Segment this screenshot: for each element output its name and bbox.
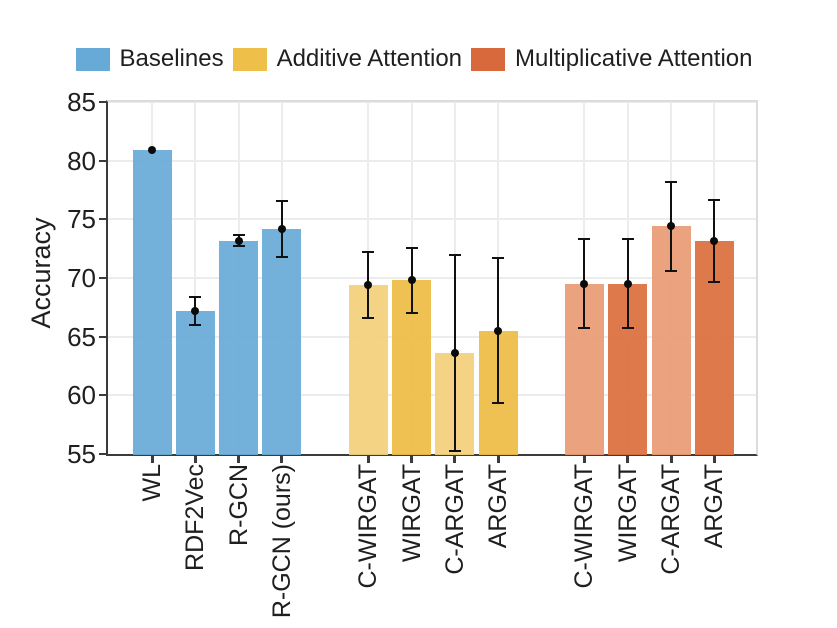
- mean-dot: [710, 236, 719, 245]
- error-bar-cap-bottom: [665, 269, 677, 272]
- legend-label: Baselines: [119, 45, 224, 72]
- x-axis-tick: [366, 456, 370, 463]
- mean-dot: [191, 306, 200, 315]
- x-tick-label: WL: [138, 464, 166, 502]
- legend-item: Baselines: [75, 45, 224, 73]
- error-bar-cap-top: [492, 257, 505, 260]
- x-tick-label: C-WIRGAT: [570, 464, 599, 589]
- error-bar-cap-top: [232, 233, 245, 236]
- mean-dot: [494, 326, 503, 335]
- error-bar-cap-top: [189, 295, 202, 298]
- x-tick-label: C-ARGAT: [440, 464, 469, 575]
- error-bar-cap-top: [275, 199, 288, 202]
- x-axis-tick: [669, 456, 673, 463]
- x-axis-tick: [453, 456, 457, 463]
- y-tick-label: 75: [67, 204, 96, 235]
- x-axis-tick: [150, 456, 154, 463]
- y-axis-tick: [99, 218, 106, 221]
- plot-area: [106, 100, 758, 456]
- x-tick-label: WIRGAT: [397, 464, 426, 563]
- mean-dot: [580, 279, 589, 288]
- error-bar-cap-top: [665, 180, 677, 183]
- x-axis-tick: [237, 456, 241, 463]
- grid-line-v: [194, 100, 197, 456]
- y-tick-label: 70: [67, 263, 96, 293]
- grid-line-h: [106, 277, 758, 279]
- grid-line-h: [106, 394, 758, 397]
- error-bar-cap-bottom: [708, 280, 721, 283]
- mean-dot: [450, 348, 459, 357]
- bar: [132, 150, 172, 455]
- y-axis-tick: [99, 159, 106, 162]
- x-tick-label: WIRGAT: [613, 464, 642, 563]
- error-bar-cap-bottom: [405, 312, 418, 315]
- x-tick-label: C-ARGAT: [657, 464, 685, 575]
- y-axis-tick: [99, 101, 106, 104]
- legend-label: Multiplicative Attention: [515, 45, 753, 72]
- x-tick-label: RDF2Vec: [181, 464, 210, 571]
- error-bar-cap-bottom: [578, 327, 591, 330]
- mean-dot: [148, 146, 156, 155]
- x-tick-label: ARGAT: [700, 464, 729, 549]
- mean-dot: [277, 224, 286, 233]
- error-bar-cap-bottom: [232, 245, 245, 248]
- bar: [219, 240, 259, 455]
- x-tick-label: C-WIRGAT: [354, 464, 383, 589]
- grid-line-h: [106, 159, 758, 162]
- y-axis-tick: [99, 277, 106, 279]
- legend-swatch-icon: [471, 47, 506, 71]
- mean-dot: [623, 279, 632, 288]
- y-tick-label: 65: [67, 321, 96, 352]
- legend-item: Multiplicative Attention: [471, 45, 753, 73]
- error-bar-cap-top: [405, 246, 418, 249]
- grid-line-h: [106, 335, 758, 338]
- error-bar-cap-top: [621, 238, 634, 241]
- x-axis-tick: [626, 456, 630, 463]
- y-tick-label: 55: [67, 438, 96, 469]
- y-tick-label: 85: [67, 87, 96, 118]
- error-bar-cap-bottom: [189, 323, 202, 326]
- y-tick-label: 80: [67, 145, 96, 176]
- chart-legend: Baselines Additive Attention Multiplicativ…: [0, 44, 837, 74]
- mean-dot: [234, 236, 243, 245]
- error-bar-cap-top: [362, 251, 375, 254]
- x-axis-tick: [496, 456, 500, 463]
- mean-dot: [667, 222, 675, 231]
- grid-line-h: [106, 218, 758, 221]
- x-tick-label: R-GCN (ours): [267, 464, 296, 619]
- bar: [262, 228, 302, 455]
- x-axis-tick: [712, 456, 716, 463]
- x-axis-tick: [582, 456, 586, 463]
- y-axis-tick: [99, 335, 106, 338]
- error-bar-cap-bottom: [275, 255, 288, 258]
- legend-swatch-icon: [232, 47, 267, 71]
- grid-line-h: [106, 101, 758, 104]
- y-axis-tick: [99, 394, 106, 397]
- error-bar-cap-bottom: [448, 450, 461, 453]
- error-bar-cap-top: [448, 253, 461, 256]
- x-axis-tick: [410, 456, 413, 463]
- error-bar-cap-bottom: [492, 402, 505, 405]
- error-bar-cap-top: [578, 238, 591, 241]
- error-bar-cap-bottom: [362, 316, 375, 319]
- legend-item: Additive Attention: [232, 45, 463, 73]
- x-tick-label: R-GCN: [224, 464, 253, 546]
- error-bar-cap-bottom: [621, 327, 634, 330]
- bar: [175, 310, 215, 455]
- x-axis-tick: [193, 456, 197, 463]
- error-bar-cap-top: [708, 198, 721, 201]
- y-axis-tick: [99, 452, 106, 455]
- x-tick-label: ARGAT: [484, 464, 513, 549]
- x-axis-tick: [280, 456, 284, 463]
- legend-label: Additive Attention: [276, 45, 463, 72]
- mean-dot: [364, 281, 373, 290]
- y-tick-label: 60: [67, 380, 96, 411]
- legend-swatch-icon: [75, 47, 110, 71]
- mean-dot: [407, 276, 416, 285]
